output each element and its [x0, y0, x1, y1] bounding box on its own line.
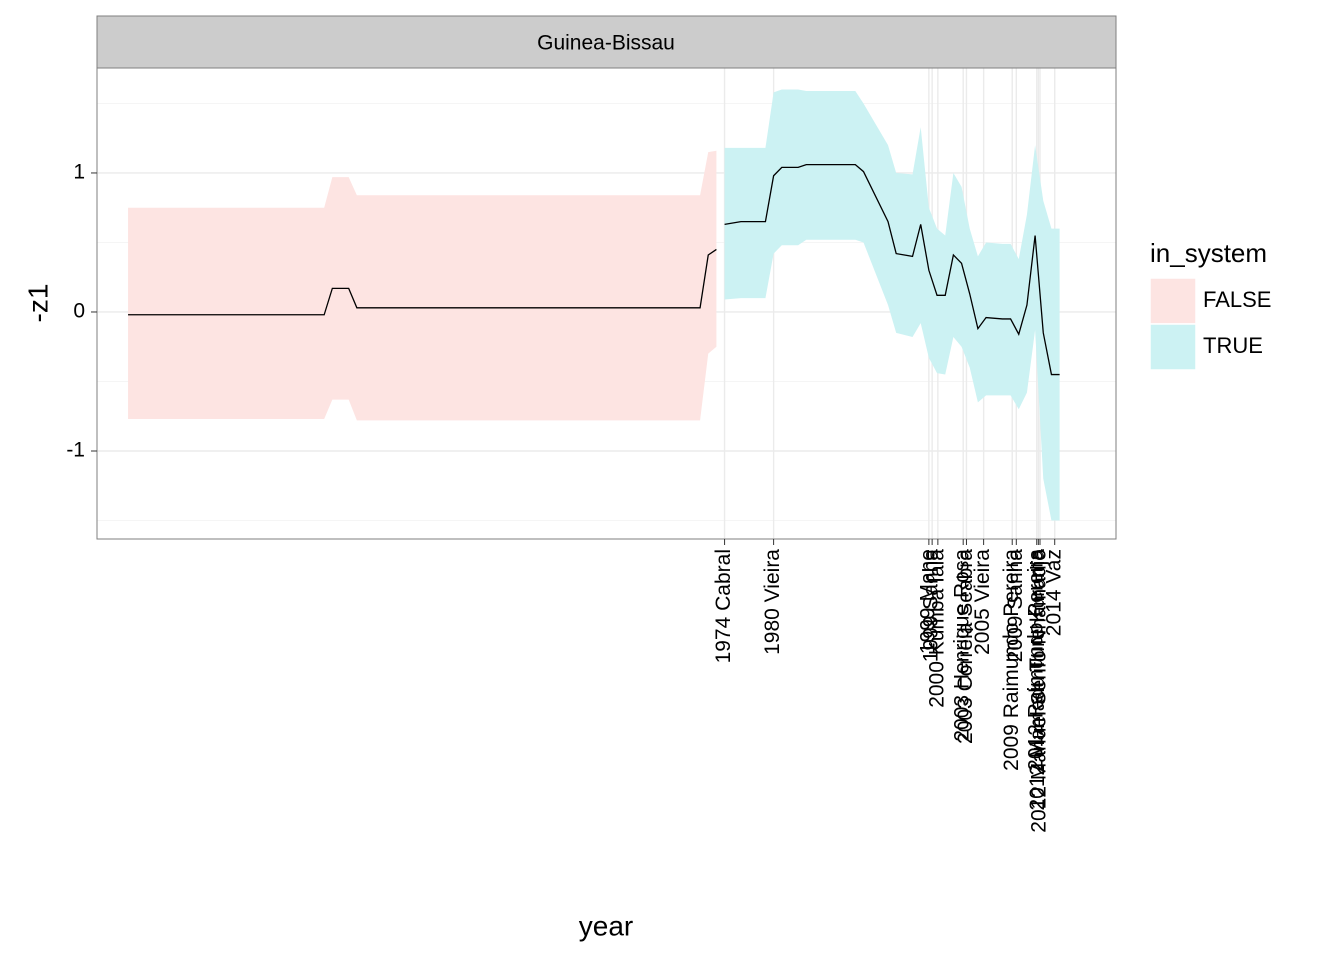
facet-strip — [96, 15, 1117, 69]
x-tick-label: 1980 Vieira — [761, 549, 784, 655]
legend-key — [1149, 277, 1197, 325]
x-tick-label: 2009 Sanha — [1004, 549, 1027, 663]
x-tick-label: 2009 Raimundo Pereira — [1000, 549, 1023, 771]
facet-label: Guinea-Bissau — [537, 32, 675, 55]
axes: -1 0 1 1974 Cabral 1980 Vieira 1999 Mane1999 … — [66, 161, 1065, 833]
x-tick-label: 2012 Raimundo Pereira — [1024, 549, 1047, 771]
x-tick-label: 2003 Henrique Rosa — [951, 549, 974, 742]
y-tick-label: 1 — [73, 161, 85, 184]
x-tick-label: 2012 Manuel Serifo Nhamadjo — [1028, 549, 1051, 833]
y-tick-label: 0 — [73, 300, 85, 323]
legend-label: TRUE — [1203, 333, 1263, 358]
x-tick-label: 1999 Sanha — [920, 549, 943, 663]
x-tick-label: 1974 Cabral — [712, 549, 735, 663]
y-tick-label: -1 — [66, 439, 85, 462]
ribbon — [724, 89, 1060, 521]
ribbon — [128, 150, 717, 421]
legend-title: in_system — [1150, 238, 1267, 268]
x-tick-label: 2003 Correia Seabra — [954, 549, 977, 744]
x-tick-label: 2014 Vaz — [1042, 549, 1065, 636]
line — [724, 163, 1060, 376]
legend: FALSE TRUE — [1149, 277, 1271, 371]
panel-border — [96, 67, 1117, 540]
legend-key — [1149, 323, 1197, 371]
x-tick-label: 2012 Mamadu Ture Kuruma — [1026, 549, 1049, 811]
legend-label: FALSE — [1203, 287, 1271, 312]
line — [128, 248, 717, 316]
x-tick-label: 1999 Mane — [916, 549, 939, 654]
marks — [128, 89, 1060, 521]
x-tick-label: 2005 Vieira — [971, 549, 994, 655]
x-axis-title: year — [579, 910, 633, 941]
x-tick-label: 2000 Kumba Iala — [925, 549, 948, 708]
y-axis-title: -z1 — [22, 284, 53, 323]
